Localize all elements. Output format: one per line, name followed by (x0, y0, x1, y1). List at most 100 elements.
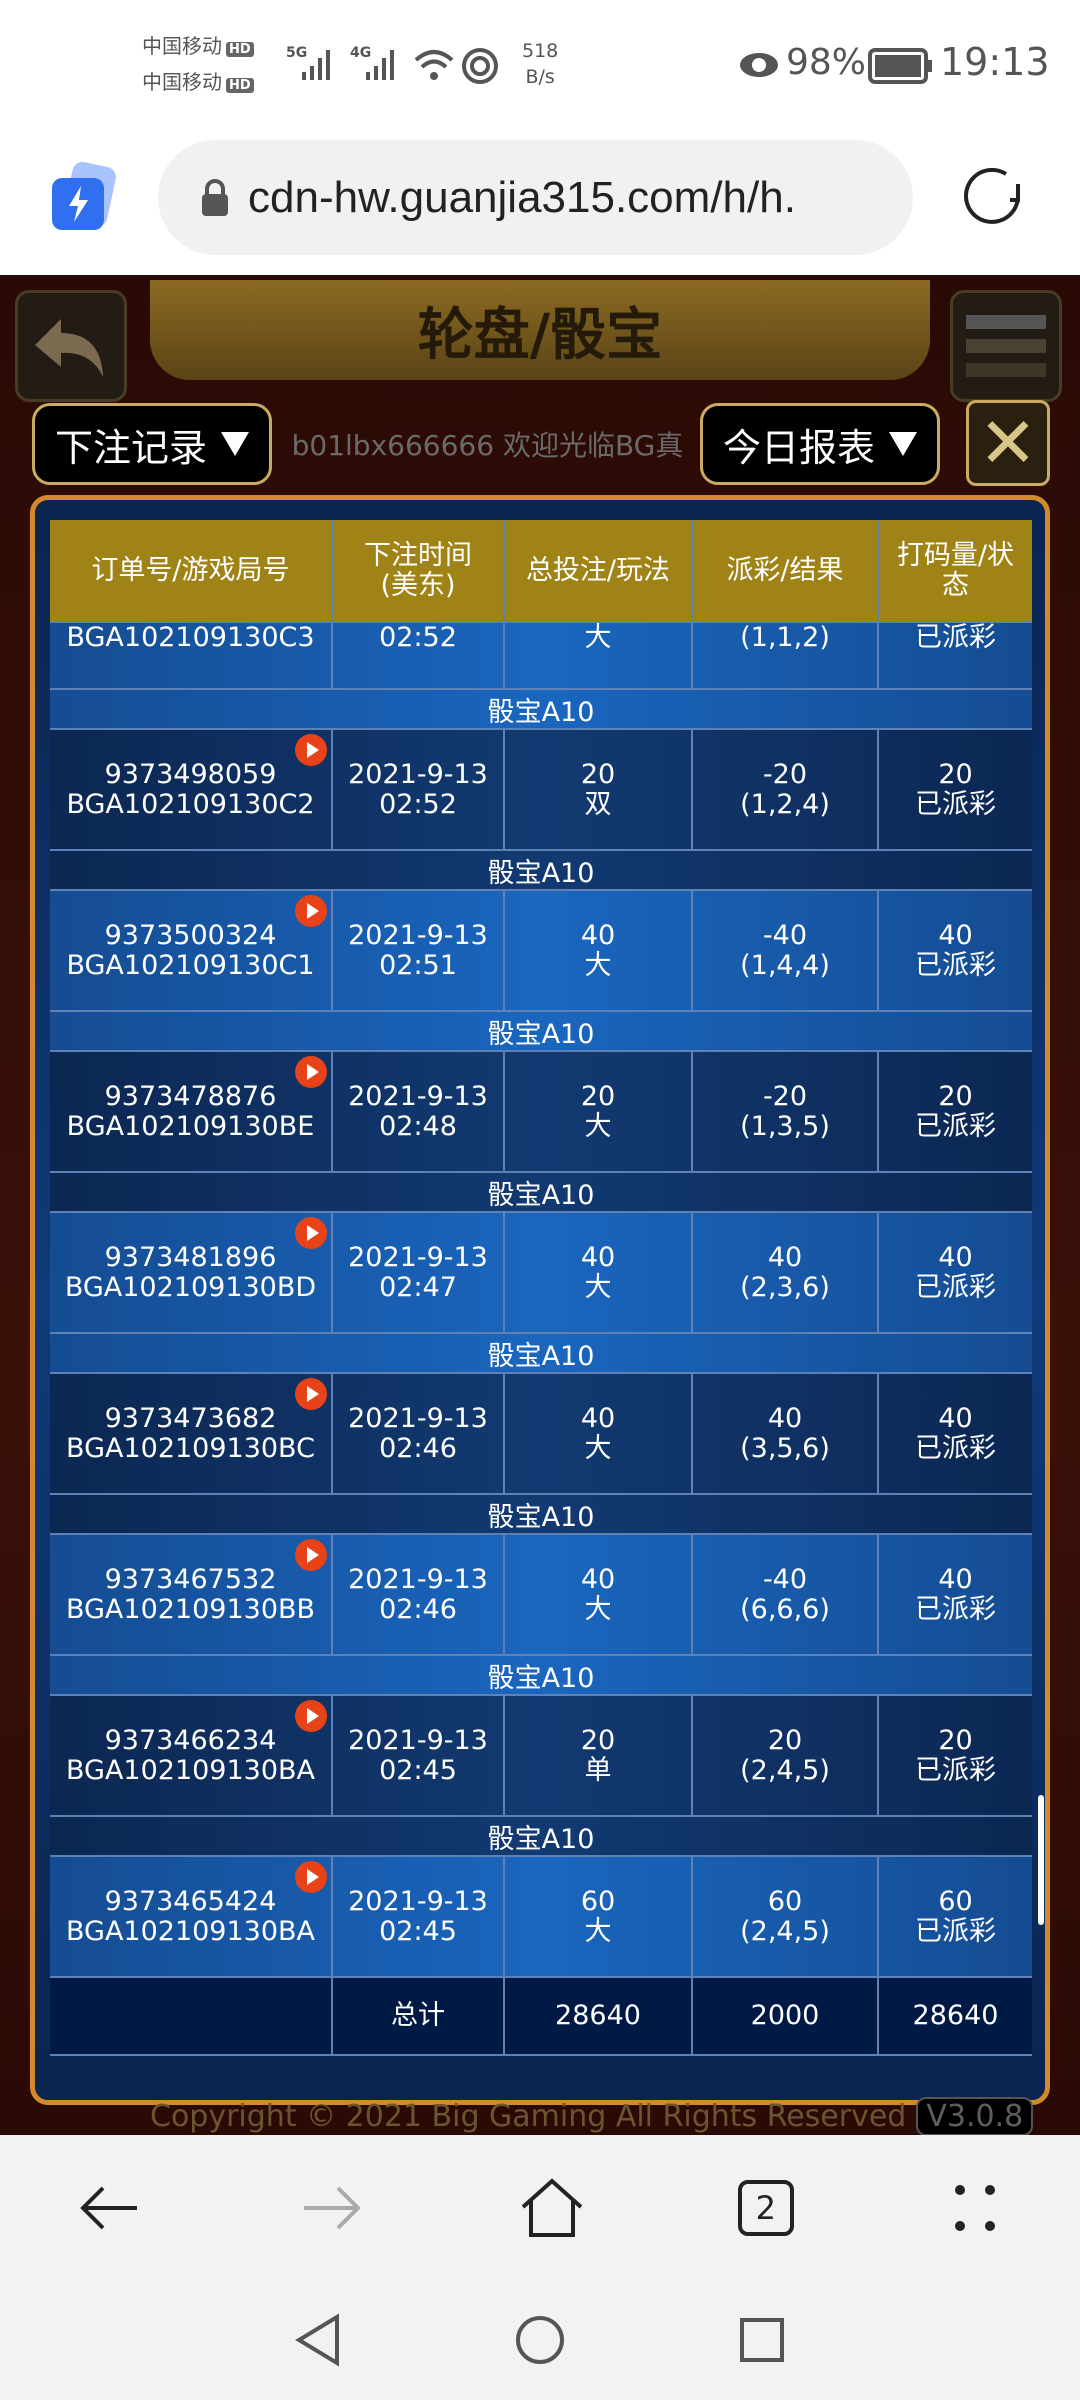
round-number: BGA102109130BC (66, 1432, 315, 1464)
today-report-dropdown[interactable]: 今日报表 (700, 403, 941, 485)
time-cell: 02:52 (333, 623, 505, 688)
lock-icon (202, 178, 228, 216)
order-cell: 9373467532 BGA102109130BB (50, 1535, 333, 1654)
bet-cell: 20 大 (505, 1052, 693, 1171)
bet-date: 2021-9-13 (348, 1402, 488, 1434)
game-name: 骰宝A10 (487, 1179, 595, 1211)
order-cell: 9373481896 BGA102109130BD (50, 1213, 333, 1332)
home-icon[interactable] (517, 2175, 587, 2241)
browser-logo-icon[interactable] (48, 158, 120, 238)
net-speed-value: 518 (522, 40, 559, 62)
table-row-partial[interactable]: BGA102109130C3 02:52 大 (1,1,2) 已派彩 (50, 623, 1032, 690)
bet-time: 02:52 (379, 788, 457, 820)
replay-play-icon[interactable] (295, 1378, 327, 1410)
replay-play-icon[interactable] (295, 895, 327, 927)
network-4g-label: 4G (350, 45, 372, 61)
menu-button[interactable] (950, 290, 1062, 402)
replay-play-icon[interactable] (295, 1700, 327, 1732)
table-row[interactable]: 9373500324 BGA102109130C1 2021-9-13 02:51 … (50, 891, 1032, 1012)
total-payout: 2000 (693, 1978, 879, 2054)
bet-date: 2021-9-13 (348, 1724, 488, 1756)
round-number: BGA102109130BB (65, 1593, 316, 1625)
table-row[interactable]: 9373498059 BGA102109130C2 2021-9-13 02:52 … (50, 730, 1032, 851)
replay-play-icon[interactable] (295, 734, 327, 766)
carrier-1: 中国移动 HD (142, 30, 254, 59)
url-text: cdn-hw.guanjia315.com/h/h. (248, 172, 796, 222)
tab-count: 2 (755, 2188, 776, 2227)
header-time: 下注时间(美东) (333, 520, 505, 621)
order-number: 9373481896 (104, 1241, 277, 1273)
order-number: 9373498059 (104, 758, 277, 790)
turnover-amount: 40 (938, 919, 973, 951)
turnover-cell: 40 已派彩 (879, 1374, 1032, 1493)
copyright-text: Copyright © 2021 Big Gaming All Rights R… (150, 2099, 907, 2134)
bet-date: 2021-9-13 (348, 1563, 488, 1595)
dice-result: (1,4,4) (740, 949, 830, 981)
order-cell: 9373473682 BGA102109130BC (50, 1374, 333, 1493)
payout-cell: 20 (2,4,5) (693, 1696, 879, 1815)
nav-back-icon[interactable] (293, 2313, 343, 2367)
round-number: BGA102109130C2 (66, 788, 315, 820)
table-row[interactable]: 9373466234 BGA102109130BA 2021-9-13 02:45 … (50, 1696, 1032, 1817)
replay-play-icon[interactable] (295, 1861, 327, 1893)
game-name: 骰宝A10 (487, 857, 595, 889)
back-arrow-icon (35, 319, 103, 377)
table-row[interactable]: 9373481896 BGA102109130BD 2021-9-13 02:47 … (50, 1213, 1032, 1334)
status-bar: 中国移动 HD 中国移动 HD 5G 4G 518 B/s 98% 19:13 (0, 0, 1080, 130)
table-row[interactable]: 9373478876 BGA102109130BE 2021-9-13 02:48 … (50, 1052, 1032, 1173)
turnover-cell: 20 已派彩 (879, 1052, 1032, 1171)
bet-cell: 40 大 (505, 891, 693, 1010)
net-speed: 518 B/s (522, 38, 558, 90)
table-row[interactable]: 9373467532 BGA102109130BB 2021-9-13 02:46 … (50, 1535, 1032, 1656)
forward-icon[interactable] (296, 2178, 366, 2238)
bet-amount: 40 (580, 919, 616, 951)
close-button[interactable]: ✕ (966, 400, 1050, 486)
bet-date: 2021-9-13 (348, 919, 488, 951)
replay-play-icon[interactable] (295, 1539, 327, 1571)
back-icon[interactable] (75, 2178, 145, 2238)
nav-home-icon[interactable] (513, 2313, 567, 2367)
bet-cell: 40 大 (505, 1213, 693, 1332)
dice-result: (3,5,6) (740, 1432, 830, 1464)
game-group-row: 骰宝A10 (50, 690, 1032, 730)
nav-recents-icon[interactable] (737, 2315, 787, 2365)
system-navigation-bar (0, 2280, 1080, 2400)
replay-play-icon[interactable] (295, 1056, 327, 1088)
bet-record-dropdown[interactable]: 下注记录 (32, 403, 273, 485)
result-cell: (1,1,2) (693, 623, 879, 688)
table-row[interactable]: 9373465424 BGA102109130BA 2021-9-13 02:45 … (50, 1857, 1032, 1978)
game-group-row: 骰宝A10 (50, 1173, 1032, 1213)
order-cell: 9373500324 BGA102109130C1 (50, 891, 333, 1010)
order-number: 9373473682 (104, 1402, 277, 1434)
turnover-cell: 20 已派彩 (879, 1696, 1032, 1815)
bet-time: 02:46 (379, 1593, 457, 1625)
more-icon[interactable] (945, 2178, 1005, 2238)
dice-result: (2,4,5) (740, 1754, 830, 1786)
tabs-button[interactable]: 2 (737, 2179, 794, 2236)
bet-play: 双 (584, 788, 612, 820)
hd-badge: HD (226, 78, 254, 93)
scrollbar[interactable] (1038, 1795, 1044, 1925)
replay-play-icon[interactable] (295, 1217, 327, 1249)
game-name: 骰宝A10 (487, 1018, 595, 1050)
reload-icon[interactable] (960, 160, 1030, 232)
order-number: 9373466234 (104, 1724, 277, 1756)
payout-amount: 40 (767, 1402, 803, 1434)
back-button[interactable] (15, 290, 127, 402)
bet-play: 大 (584, 1593, 612, 1625)
table-header: 订单号/游戏局号 下注时间(美东) 总投注/玩法 派彩/结果 打码量/状态 (50, 520, 1032, 623)
signal-icon (302, 50, 330, 80)
game-name: 骰宝A10 (487, 1823, 595, 1855)
game-group-row: 骰宝A10 (50, 851, 1032, 891)
bet-time: 02:48 (379, 1110, 457, 1142)
status-text: 已派彩 (915, 1110, 996, 1142)
url-field[interactable]: cdn-hw.guanjia315.com/h/h. (158, 140, 913, 255)
table-row[interactable]: 9373473682 BGA102109130BC 2021-9-13 02:46 … (50, 1374, 1032, 1495)
bet-amount: 20 (580, 758, 616, 790)
total-turnover: 28640 (912, 2000, 999, 2031)
round-cell: BGA102109130C3 (50, 623, 333, 688)
time-cell: 2021-9-13 02:45 (333, 1696, 505, 1815)
title-banner: 轮盘/骰宝 (150, 280, 930, 380)
payout-amount: -40 (762, 1563, 808, 1595)
round-number: BGA102109130BA (65, 1754, 316, 1786)
